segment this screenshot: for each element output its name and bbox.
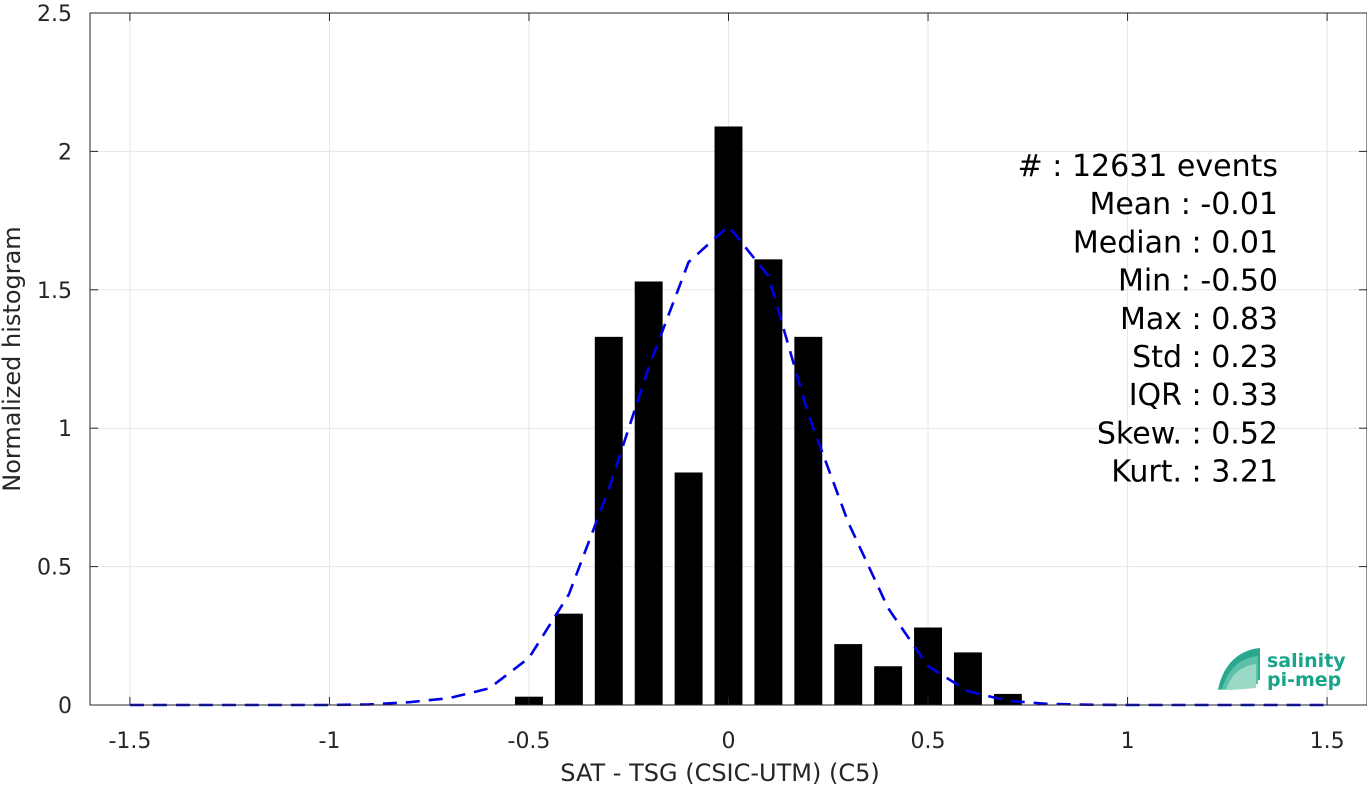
- stat-line: Kurt. : 3.21: [1111, 455, 1278, 490]
- stat-line: Skew. : 0.52: [1097, 416, 1278, 451]
- axis-ticks: [90, 12, 1367, 706]
- stat-line: Max : 0.83: [1120, 302, 1278, 337]
- y-tick-labels: 0 0.5 1 1.5 2 2.5: [37, 2, 72, 719]
- histogram-bar: [834, 644, 863, 705]
- histogram-bars: [515, 126, 1022, 706]
- y-axis-label: Normalized histogram: [0, 226, 26, 491]
- histogram-bar: [874, 666, 903, 705]
- logo-text-line1: salinity: [1267, 650, 1346, 672]
- y-tick-label: 1: [58, 417, 72, 442]
- stat-line: Median : 0.01: [1073, 225, 1278, 260]
- y-tick-label: 2.5: [37, 2, 72, 27]
- stat-line: # : 12631 events: [1018, 149, 1278, 184]
- histogram-bar: [554, 613, 583, 705]
- x-tick-label: 0.5: [911, 729, 946, 754]
- x-tick-label: 0: [722, 729, 736, 754]
- x-tick-label: 1: [1121, 729, 1135, 754]
- y-tick-label: 2: [58, 140, 72, 165]
- x-tick-label: 1.5: [1310, 729, 1345, 754]
- stat-line: Mean : -0.01: [1089, 187, 1278, 222]
- x-tick-label: -0.5: [508, 729, 551, 754]
- x-tick-labels: -1.5 -1 -0.5 0 0.5 1 1.5: [108, 729, 1344, 754]
- y-tick-label: 1.5: [37, 279, 72, 304]
- x-axis-label: SAT - TSG (CSIC-UTM) (C5): [560, 759, 879, 785]
- salinity-pi-mep-logo: salinity pi-mep: [1218, 648, 1346, 691]
- histogram-bar: [674, 472, 703, 705]
- histogram-bar: [794, 336, 823, 705]
- logo-text-line2: pi-mep: [1267, 669, 1341, 691]
- y-tick-label: 0: [58, 694, 72, 719]
- x-tick-label: -1: [318, 729, 340, 754]
- histogram-bar: [754, 259, 783, 705]
- stat-line: IQR : 0.33: [1129, 378, 1278, 413]
- histogram-bar: [714, 126, 743, 706]
- stat-line: Min : -0.50: [1118, 264, 1278, 299]
- stat-line: Std : 0.23: [1132, 340, 1278, 375]
- histogram-bar: [993, 693, 1022, 705]
- x-tick-label: -1.5: [108, 729, 151, 754]
- y-tick-label: 0.5: [37, 556, 72, 581]
- histogram-bar: [634, 281, 663, 705]
- histogram-bar: [953, 652, 982, 705]
- histogram-bar: [594, 336, 623, 705]
- logo-wave-icon: [1218, 648, 1260, 690]
